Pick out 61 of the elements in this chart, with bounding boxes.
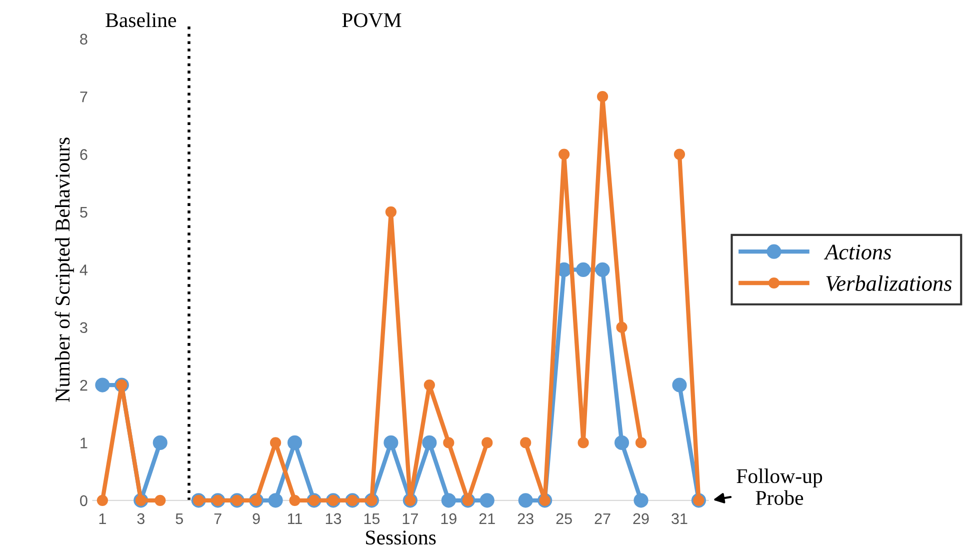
point [578,437,589,448]
legend-label: Verbalizations [826,275,952,292]
x-tick-label: 27 [594,513,610,524]
point [441,493,456,508]
point [424,379,435,391]
x-tick-label: 21 [479,513,495,524]
x-tick-label: 17 [402,513,418,524]
y-tick-label: 3 [80,322,88,334]
point [520,437,532,448]
y-tick-label: 2 [80,380,88,391]
point [385,206,397,218]
point [576,262,591,277]
point [518,493,533,508]
legend-label: Actions [824,244,892,260]
y-tick-label: 0 [80,495,88,506]
point [674,148,686,160]
annotation: Follow-up Probe [736,468,822,505]
point [287,435,302,450]
x-tick-label: 25 [556,513,572,524]
point [268,493,283,508]
x-tick-label: 7 [214,513,222,524]
x-tick-label: 19 [441,513,456,524]
x-tick-label: 29 [633,513,649,524]
point [616,322,628,333]
point [422,435,437,450]
x-tick-label: 1 [99,513,106,524]
text: POVM [342,13,402,28]
x-axis-title: Sessions [366,530,436,545]
point [635,437,647,448]
point [480,493,494,508]
point [384,435,398,450]
x-tick-label: 9 [252,513,260,524]
point [270,437,282,448]
point [152,435,168,450]
y-axis-title: Number of Scripted Behaviours [54,138,74,402]
point [672,378,687,392]
y-tick-label: 1 [80,438,88,448]
point [96,494,108,506]
y-tick-label: 8 [80,34,88,45]
y-tick-label: 6 [80,149,88,160]
point [596,91,608,102]
x-tick-label: 3 [137,513,144,524]
point [482,437,493,448]
point [289,494,300,506]
x-tick-label: 11 [288,513,302,524]
x-tick-label: 15 [364,513,380,524]
y-tick-label: 7 [80,92,88,102]
point [443,437,454,448]
x-tick-label: 23 [518,513,534,524]
point [558,148,570,160]
point [154,494,166,506]
point [595,262,610,277]
text: Baseline [106,12,176,28]
x-tick-label: 31 [672,513,688,524]
x-tick-label: 13 [326,513,342,524]
point [95,378,110,392]
y-tick-label: 5 [80,207,88,218]
x-tick-label: 5 [176,513,183,524]
y-tick-label: 4 [80,264,88,276]
point [634,493,648,508]
point [614,435,630,450]
